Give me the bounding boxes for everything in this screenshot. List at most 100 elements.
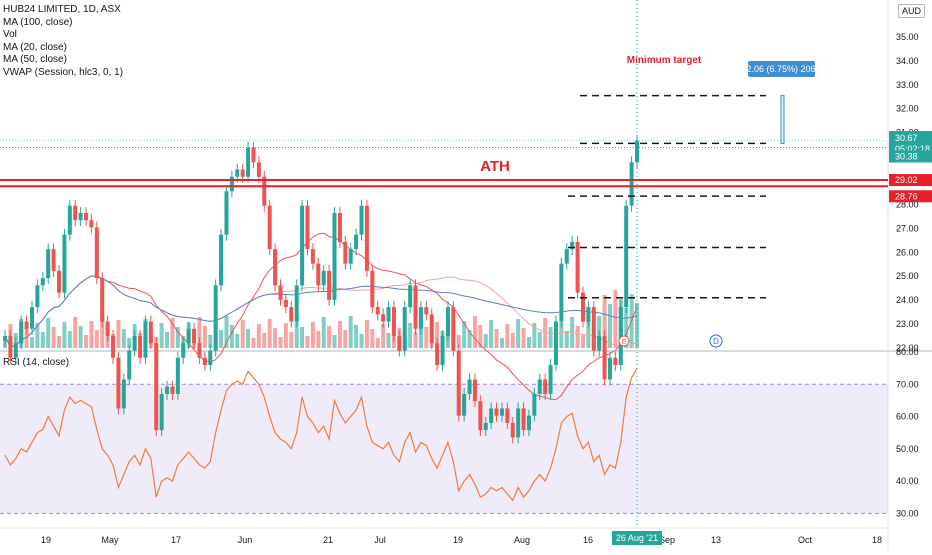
- rsi-tick-label: 60.00: [896, 412, 919, 422]
- candle-body: [132, 336, 137, 351]
- legend-item-ma50[interactable]: MA (50, close): [3, 54, 67, 66]
- candle-body: [570, 241, 575, 250]
- volume-bar: [413, 332, 418, 348]
- candle-body: [440, 336, 445, 365]
- candle-body: [154, 343, 159, 431]
- legend-item-vwap[interactable]: VWAP (Session, hlc3, 0, 1): [3, 66, 124, 78]
- candle-body: [613, 357, 618, 365]
- resistance-top-badge-bg: [889, 174, 932, 187]
- volume-bar: [337, 321, 342, 348]
- volume-bar: [548, 327, 553, 348]
- candle-body: [467, 379, 472, 394]
- time-tick-label: 13: [711, 535, 721, 545]
- volume-bar: [543, 318, 548, 348]
- candle-body: [402, 307, 407, 351]
- candle-body: [89, 220, 94, 228]
- candle-body: [94, 227, 99, 279]
- candle-body: [62, 234, 67, 293]
- volume-bar: [273, 328, 278, 348]
- volume-bar: [613, 290, 618, 348]
- volume-bar: [240, 320, 245, 348]
- volume-bar: [62, 322, 67, 348]
- legend-symbol[interactable]: HUB24 LIMITED, 1D, ASX: [3, 4, 121, 15]
- candle-body: [251, 147, 256, 163]
- price-tick-label: 32.00: [896, 104, 919, 114]
- volume-bar: [624, 308, 629, 348]
- candle-body: [181, 343, 186, 358]
- candle-body: [359, 205, 364, 235]
- volume-bar: [575, 326, 580, 348]
- volume-bar: [283, 323, 288, 348]
- legend-item-ma20[interactable]: MA (20, close): [3, 41, 67, 53]
- resistance-top-badge: 29.02: [895, 175, 918, 185]
- volume-bar: [235, 334, 240, 348]
- volume-bar: [499, 338, 504, 348]
- volume-bar: [381, 324, 386, 348]
- volume-bar: [321, 317, 326, 348]
- price-tick-label: 33.00: [896, 80, 919, 90]
- candle-body: [418, 307, 423, 329]
- volume-bar: [564, 331, 569, 348]
- candle-body: [597, 336, 602, 351]
- volume-bar: [435, 322, 440, 348]
- candle-body: [516, 408, 521, 438]
- candle-body: [537, 379, 542, 394]
- dividend-marker-label: D: [713, 337, 719, 346]
- rsi-tick-label: 50.00: [896, 444, 919, 454]
- volume-bar: [537, 332, 542, 348]
- volume-bar: [202, 326, 207, 348]
- candle-body: [483, 422, 488, 431]
- time-tick-label: Sep: [659, 535, 675, 545]
- candle-body: [564, 249, 569, 264]
- volume-bar: [170, 318, 175, 348]
- candle-body: [370, 270, 375, 308]
- volume-bar: [580, 335, 585, 348]
- volume-bar: [278, 337, 283, 348]
- volume-bar: [251, 338, 256, 348]
- candle-body: [343, 241, 348, 264]
- rsi-tick-label: 40.00: [896, 476, 919, 486]
- candle-body: [494, 408, 499, 416]
- candle-body: [294, 285, 299, 322]
- candle-body: [105, 321, 110, 337]
- candle-body: [8, 336, 13, 358]
- candle-body: [381, 314, 386, 322]
- earnings-marker-label: E: [622, 339, 627, 346]
- volume-bar: [472, 316, 477, 348]
- legend-item-vol[interactable]: Vol: [3, 29, 17, 41]
- legend-item-ma100[interactable]: MA (100, close): [3, 16, 73, 28]
- candle-body: [391, 307, 396, 337]
- candle-body: [170, 386, 175, 394]
- volume-bar: [46, 318, 51, 348]
- candle-body: [580, 292, 585, 322]
- candle-body: [30, 307, 35, 329]
- rsi-legend[interactable]: RSI (14, close): [3, 357, 70, 368]
- volume-bar: [635, 303, 639, 348]
- candle-body: [386, 307, 391, 322]
- candle-body: [505, 408, 510, 423]
- volume-bar: [305, 336, 310, 348]
- candle-body: [13, 343, 18, 358]
- candle-body: [73, 205, 78, 221]
- price-tick-label: 24.00: [896, 295, 919, 305]
- measure-box: [748, 61, 815, 77]
- volume-bar: [532, 323, 537, 348]
- countdown-text: 05:02:18: [895, 144, 930, 154]
- candle-body: [67, 205, 72, 235]
- candle-body: [462, 393, 467, 416]
- candle-body: [256, 162, 261, 177]
- rsi-band: [0, 384, 888, 514]
- volume-bar: [219, 330, 224, 348]
- volume-bar: [494, 329, 499, 348]
- currency-badge[interactable]: AUD: [898, 4, 926, 18]
- price-tick-label: 23.00: [896, 319, 919, 329]
- candle-body: [526, 415, 531, 431]
- volume-bar: [289, 332, 294, 348]
- price-tick-label: 22.00: [896, 343, 919, 353]
- candle-body: [521, 408, 526, 431]
- volume-bar: [267, 319, 272, 348]
- candle-body: [262, 176, 267, 206]
- measure-text: 2.06 (6.75%) 206: [746, 64, 815, 74]
